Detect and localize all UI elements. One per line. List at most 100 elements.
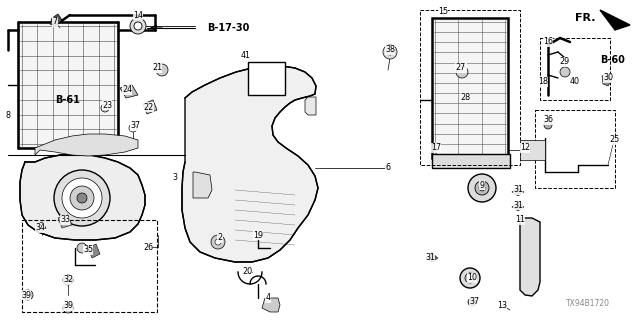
Text: 31: 31 xyxy=(425,253,435,262)
Text: FR.: FR. xyxy=(575,13,596,23)
Circle shape xyxy=(134,22,142,30)
Circle shape xyxy=(63,275,73,285)
Polygon shape xyxy=(262,298,280,312)
Circle shape xyxy=(479,185,485,191)
Text: 10: 10 xyxy=(467,274,477,283)
Text: 26: 26 xyxy=(143,243,153,252)
Bar xyxy=(22,220,157,312)
Polygon shape xyxy=(520,218,540,296)
Circle shape xyxy=(70,186,94,210)
Text: 23: 23 xyxy=(102,100,112,109)
Text: 30: 30 xyxy=(603,74,613,83)
Polygon shape xyxy=(512,187,524,196)
Circle shape xyxy=(63,303,73,313)
Text: 37: 37 xyxy=(130,122,140,131)
Text: 11: 11 xyxy=(515,215,525,225)
Circle shape xyxy=(156,64,168,76)
Polygon shape xyxy=(193,172,212,198)
Circle shape xyxy=(475,181,489,195)
Text: 7: 7 xyxy=(52,18,58,27)
Polygon shape xyxy=(35,134,138,156)
Polygon shape xyxy=(20,154,145,240)
Text: 40: 40 xyxy=(570,77,580,86)
Circle shape xyxy=(460,268,480,288)
Text: 6: 6 xyxy=(385,164,390,172)
Circle shape xyxy=(560,67,570,77)
Text: 36: 36 xyxy=(543,116,553,124)
Polygon shape xyxy=(58,215,72,228)
Text: 4: 4 xyxy=(266,293,271,302)
Text: 14: 14 xyxy=(133,11,143,20)
Polygon shape xyxy=(50,14,62,26)
Bar xyxy=(520,140,545,160)
Text: 19: 19 xyxy=(253,230,263,239)
Circle shape xyxy=(465,273,475,283)
Text: 25: 25 xyxy=(609,135,619,145)
Circle shape xyxy=(54,170,110,226)
Polygon shape xyxy=(602,74,612,86)
Polygon shape xyxy=(305,97,316,115)
Text: 20: 20 xyxy=(242,268,252,276)
Circle shape xyxy=(62,178,102,218)
Text: 39: 39 xyxy=(21,291,31,300)
Text: 39: 39 xyxy=(63,301,73,310)
Bar xyxy=(535,110,615,188)
Text: 9: 9 xyxy=(479,180,484,189)
Circle shape xyxy=(215,239,221,245)
Text: 33: 33 xyxy=(60,215,70,225)
Text: 8: 8 xyxy=(6,110,10,119)
Text: B-61: B-61 xyxy=(55,95,80,105)
Polygon shape xyxy=(432,18,508,158)
Polygon shape xyxy=(88,244,100,258)
Circle shape xyxy=(468,298,476,306)
Text: B-17-30: B-17-30 xyxy=(207,23,250,33)
Bar xyxy=(432,154,510,168)
Circle shape xyxy=(468,174,496,202)
Circle shape xyxy=(383,45,397,59)
Text: 35: 35 xyxy=(83,245,93,254)
Text: 38: 38 xyxy=(385,45,395,54)
Text: 16: 16 xyxy=(543,37,553,46)
Text: TX94B1720: TX94B1720 xyxy=(566,299,610,308)
Circle shape xyxy=(544,121,552,129)
Circle shape xyxy=(77,243,87,253)
Text: 15: 15 xyxy=(438,7,448,17)
Text: 24: 24 xyxy=(122,85,132,94)
Polygon shape xyxy=(182,66,318,262)
Text: 12: 12 xyxy=(520,143,530,153)
Text: 27: 27 xyxy=(456,63,466,73)
Polygon shape xyxy=(600,10,630,30)
Text: 13: 13 xyxy=(497,301,507,310)
Text: 29: 29 xyxy=(560,58,570,67)
Circle shape xyxy=(211,235,225,249)
Circle shape xyxy=(23,290,33,300)
Text: 2: 2 xyxy=(218,234,223,243)
Circle shape xyxy=(130,18,146,34)
Text: 31: 31 xyxy=(513,186,523,195)
Polygon shape xyxy=(120,85,138,98)
Bar xyxy=(420,10,520,165)
Circle shape xyxy=(387,49,393,55)
Text: 3: 3 xyxy=(173,173,177,182)
Circle shape xyxy=(456,66,468,78)
Polygon shape xyxy=(248,62,285,95)
Polygon shape xyxy=(512,202,524,211)
Bar xyxy=(540,38,610,100)
Text: 18: 18 xyxy=(538,77,548,86)
Text: 41: 41 xyxy=(241,51,251,60)
Text: 34: 34 xyxy=(35,223,45,233)
Circle shape xyxy=(101,104,109,112)
Text: 21: 21 xyxy=(152,63,162,73)
Text: 37: 37 xyxy=(469,298,479,307)
Text: 28: 28 xyxy=(460,93,470,102)
Polygon shape xyxy=(143,100,157,114)
Text: 31: 31 xyxy=(513,201,523,210)
Text: 17: 17 xyxy=(431,143,441,153)
Polygon shape xyxy=(426,253,438,262)
Polygon shape xyxy=(18,22,118,148)
Circle shape xyxy=(77,193,87,203)
Text: 32: 32 xyxy=(63,276,73,284)
Text: B-60: B-60 xyxy=(600,55,625,65)
Polygon shape xyxy=(36,222,46,231)
Text: 22: 22 xyxy=(143,102,153,111)
